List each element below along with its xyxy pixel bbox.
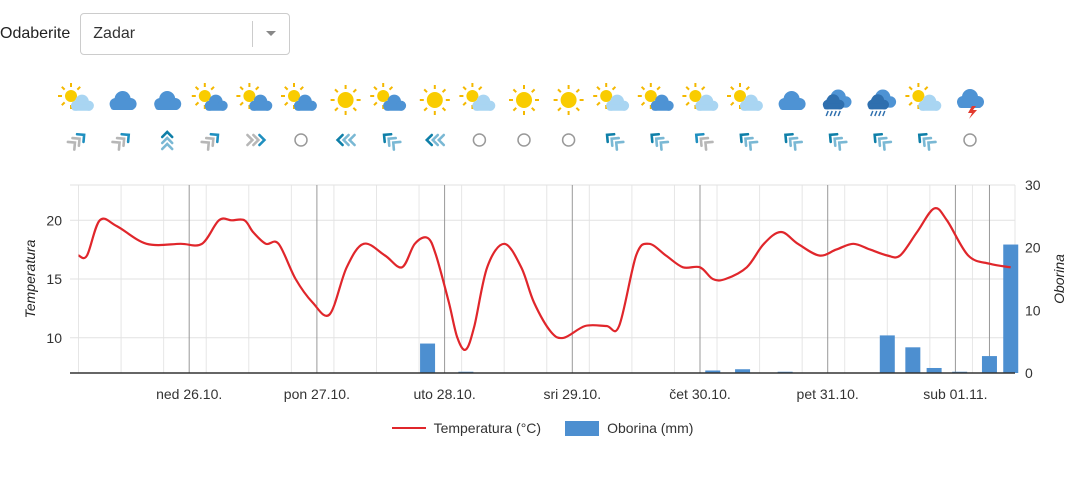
partly-sunny-light-icon [459, 83, 496, 111]
calm-icon [561, 133, 576, 147]
wind-w-strong-icon [335, 133, 356, 147]
y-left-tick-label: 15 [46, 271, 62, 287]
x-tick-label: sri 29.10. [544, 386, 602, 402]
location-select-value: Zadar [93, 25, 136, 42]
sunny-icon [553, 85, 584, 115]
partly-sunny-icon [191, 83, 228, 111]
x-tick-label: ned 26.10. [156, 386, 222, 402]
precipitation-bar[interactable] [981, 356, 997, 373]
wind-nw-strong-icon [828, 132, 848, 151]
partly-sunny-light-icon [682, 83, 719, 111]
precipitation-bar[interactable] [1003, 244, 1019, 373]
wind-e-light-icon [246, 133, 267, 147]
partly-sunny-light-icon [593, 83, 630, 111]
cloudy-icon [154, 91, 182, 110]
legend-swatch-bar [565, 420, 600, 436]
calm-icon [294, 133, 308, 147]
wind-ne-light-icon [200, 132, 220, 151]
x-tick-label: čet 30.10. [669, 386, 731, 402]
precipitation-bar[interactable] [926, 367, 942, 373]
precipitation-bar[interactable] [705, 370, 721, 373]
forecast-chart: ned 26.10. pon 27.10. uto 28.10. sri 29.10.… [22, 177, 1067, 402]
partly-sunny-light-icon [58, 83, 94, 111]
thunderstorm-icon [957, 89, 984, 119]
wind-nw-strong-icon [873, 132, 893, 151]
precipitation-bar[interactable] [879, 335, 895, 373]
sunny-icon [509, 85, 539, 115]
sunny-icon [330, 85, 361, 115]
wind-nw-strong-icon [917, 132, 937, 151]
cloudy-icon [109, 91, 137, 110]
precipitation-bar[interactable] [905, 347, 921, 373]
partly-sunny-icon [236, 83, 273, 111]
legend-swatch-line [391, 427, 426, 429]
x-tick-label: sub 01.11. [923, 386, 987, 402]
rain-icon [867, 89, 897, 117]
partly-sunny-light-icon [727, 83, 763, 111]
x-tick-label: uto 28.10. [413, 386, 475, 402]
y-right-tick-label: 10 [1025, 302, 1041, 318]
wind-w-strong-icon [424, 133, 446, 147]
forecast-icon-strip [58, 83, 984, 151]
rain-icon [822, 89, 852, 117]
wind-nw-strong-icon [650, 132, 670, 151]
y-left-axis-title: Temperatura [22, 239, 38, 318]
location-row: Odaberite Zadar [0, 12, 291, 56]
legend-item-temperature[interactable]: Temperatura (°C) [391, 420, 542, 436]
partly-sunny-icon [281, 83, 317, 111]
location-label: Odaberite [0, 25, 71, 42]
sunny-icon [419, 85, 450, 115]
x-tick-label: pon 27.10. [284, 386, 350, 402]
y-left-tick-label: 10 [46, 330, 62, 346]
select-divider [252, 21, 254, 47]
y-right-tick-label: 0 [1025, 365, 1033, 381]
y-right-tick-label: 20 [1025, 240, 1041, 256]
wind-nw-strong-icon [605, 132, 625, 151]
cloudy-icon [778, 91, 806, 110]
wind-nw-strong-icon [382, 132, 402, 151]
legend-item-precipitation[interactable]: Oborina (mm) [565, 420, 693, 436]
wind-ne-light-icon [66, 132, 86, 151]
location-select[interactable]: Zadar [80, 13, 291, 55]
wind-ne-light-icon [111, 132, 131, 151]
partly-sunny-light-icon [905, 83, 942, 111]
chevron-down-icon[interactable] [253, 30, 289, 38]
calm-icon [517, 133, 531, 147]
calm-icon [472, 133, 487, 147]
y-right-axis-title: Oborina [1051, 254, 1067, 304]
legend-label-temperature: Temperatura (°C) [433, 420, 542, 436]
x-tick-label: pet 31.10. [797, 386, 859, 402]
precipitation-bar[interactable] [735, 369, 751, 373]
wind-n-strong-icon [160, 130, 174, 151]
wind-nw-light-icon [694, 132, 714, 151]
y-right-tick-label: 30 [1025, 177, 1041, 193]
calm-icon [963, 133, 977, 147]
wind-nw-strong-icon [739, 132, 759, 151]
partly-sunny-icon [637, 83, 674, 111]
wind-nw-strong-icon [784, 132, 804, 151]
legend-label-precipitation: Oborina (mm) [607, 420, 694, 436]
partly-sunny-icon [370, 83, 407, 111]
temperature-line[interactable] [78, 207, 1011, 351]
precipitation-bar[interactable] [420, 343, 436, 373]
y-left-tick-label: 20 [46, 212, 62, 228]
chart-legend: Temperatura (°C) Oborina (mm) [0, 420, 1085, 436]
